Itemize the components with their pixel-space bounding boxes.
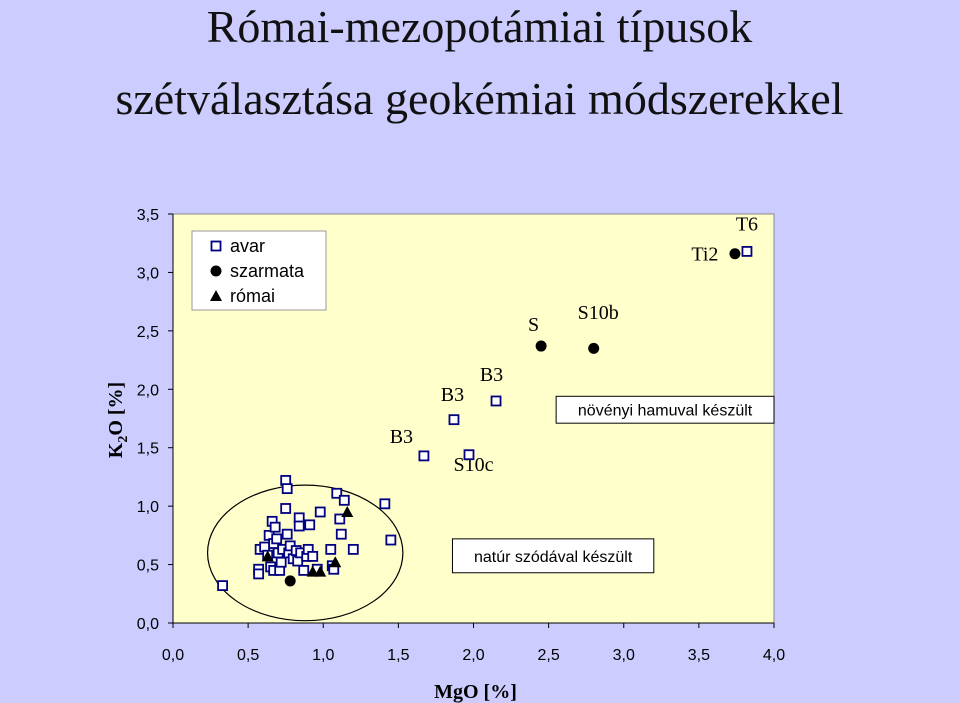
y-axis-label-text: K2O [%] [105, 382, 131, 458]
data-point-open-square [269, 521, 281, 533]
data-point-open-square [338, 494, 350, 506]
legend-label: római [230, 286, 275, 306]
point-label: S10c [454, 454, 494, 476]
data-point-open-square [325, 543, 337, 555]
annotation-box-text: növényi hamuval készült [578, 403, 753, 420]
chart-title-line-2: szétválasztása geokémiai módszerekkel [115, 73, 844, 124]
point-label: Ti2 [691, 244, 718, 266]
data-point-open-square [347, 543, 359, 555]
y-label-main: K [105, 442, 127, 458]
data-point-filled-triangle [306, 565, 319, 577]
chart-decorations: növényi hamuval készült natúr szódával ké… [206, 213, 775, 622]
x-tick-label: 1,0 [312, 647, 334, 664]
y-tick-label: 2,5 [137, 324, 159, 341]
chart-title-line-1: Római-mezopotámiai típusok [206, 1, 753, 52]
data-points [217, 245, 753, 592]
x-tick-label: 1,5 [387, 647, 409, 664]
data-point-open-square [314, 506, 326, 518]
legend: avar szarmata római [191, 230, 327, 311]
data-point-open-square [217, 580, 228, 592]
data-point-open-square [334, 513, 346, 525]
point-label: B3 [390, 426, 413, 448]
data-point-open-square [385, 534, 397, 546]
y-label-subscript: 2 [116, 436, 131, 443]
y-axis-label: K2O [%] [105, 382, 131, 458]
y-axis-ticks: 0,0 0,5 1,0 1,5 2,0 2,5 3,0 3,5 [137, 207, 174, 633]
data-point-open-square [379, 498, 391, 510]
data-point-open-square [280, 503, 292, 514]
data-point-open-square [304, 519, 316, 531]
legend-marker [210, 265, 222, 277]
y-tick-label: 2,0 [137, 382, 159, 399]
data-point-filled-circle [588, 342, 600, 354]
annotation-box [555, 395, 775, 424]
data-point-open-square [253, 568, 265, 580]
y-tick-label: 0,0 [137, 616, 159, 633]
y-tick-label: 3,0 [137, 265, 159, 282]
data-point-filled-circle [284, 575, 296, 587]
point-label: B3 [480, 364, 503, 386]
legend-label: szarmata [230, 261, 305, 281]
data-point-open-square [293, 520, 305, 532]
x-tick-label: 3,0 [613, 647, 635, 664]
data-point-filled-circle [535, 340, 547, 352]
grouping-ellipse [206, 484, 404, 622]
data-point-open-square [275, 556, 287, 568]
data-point-open-square [418, 450, 430, 462]
y-tick-label: 3,5 [137, 207, 159, 224]
data-point-filled-triangle [341, 505, 354, 517]
x-tick-label: 2,5 [538, 647, 560, 664]
data-point-open-square [281, 483, 293, 495]
data-point-open-square [331, 487, 343, 499]
data-point-open-square [281, 528, 293, 540]
point-label: T6 [736, 213, 758, 235]
data-point-open-square [490, 395, 502, 407]
x-tick-label: 4,0 [763, 647, 785, 664]
data-point-filled-circle [729, 248, 741, 260]
y-label-rest: O [%] [105, 382, 127, 436]
point-label: B3 [441, 384, 464, 406]
data-point-filled-triangle [314, 565, 327, 577]
data-point-open-square [448, 414, 460, 426]
y-tick-label: 1,5 [137, 441, 159, 458]
data-point-open-square [463, 449, 475, 461]
annotation-box [451, 538, 655, 574]
data-point-open-square [298, 565, 310, 576]
x-tick-label: 2,0 [462, 647, 484, 664]
x-axis-ticks: 0,0 0,5 1,0 1,5 2,0 2,5 3,0 3,5 4,0 [162, 622, 785, 664]
y-tick-label: 0,5 [137, 558, 159, 575]
y-tick-label: 1,0 [137, 499, 159, 516]
data-point-filled-triangle [261, 550, 274, 562]
x-tick-label: 3,5 [688, 647, 710, 664]
data-point-open-square [307, 550, 319, 562]
data-point-open-square [271, 533, 283, 545]
data-point-open-square [741, 245, 753, 257]
legend-label: avar [230, 236, 265, 256]
legend-marker [210, 290, 222, 301]
x-tick-label: 0,0 [162, 647, 184, 664]
data-point-open-square [335, 528, 347, 540]
x-axis-label: MgO [%] [434, 681, 517, 703]
x-tick-label: 0,5 [237, 647, 259, 664]
data-point-filled-triangle [329, 556, 342, 568]
annotation-box-text: natúr szódával készült [474, 549, 633, 566]
point-label: S [528, 314, 539, 336]
point-label: S10b [578, 302, 619, 324]
legend-marker [210, 240, 222, 252]
